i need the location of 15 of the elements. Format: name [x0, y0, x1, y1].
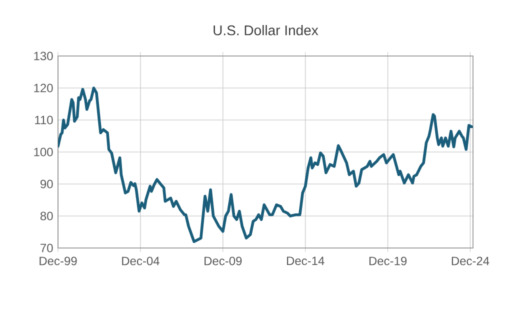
x-tick-label: Dec-14 [286, 256, 324, 266]
line-series [58, 86, 474, 243]
x-tick-label: Dec-24 [452, 256, 490, 266]
y-tick-label: 70 [40, 244, 53, 252]
y-tick-label: 130 [34, 52, 53, 60]
y-tick-label: 110 [35, 116, 53, 124]
y-tick-label: 120 [34, 84, 53, 92]
x-tick-label: Dec-19 [369, 256, 407, 266]
x-tick-label: Dec-99 [40, 256, 77, 266]
x-tick-label: Dec-09 [204, 256, 242, 266]
chart-title: U.S. Dollar Index [214, 25, 318, 36]
x-tick-label: Dec-04 [122, 256, 160, 266]
y-tick-label: 90 [40, 180, 53, 188]
y-tick-label: 80 [40, 212, 53, 220]
y-tick-label: 100 [34, 148, 53, 156]
